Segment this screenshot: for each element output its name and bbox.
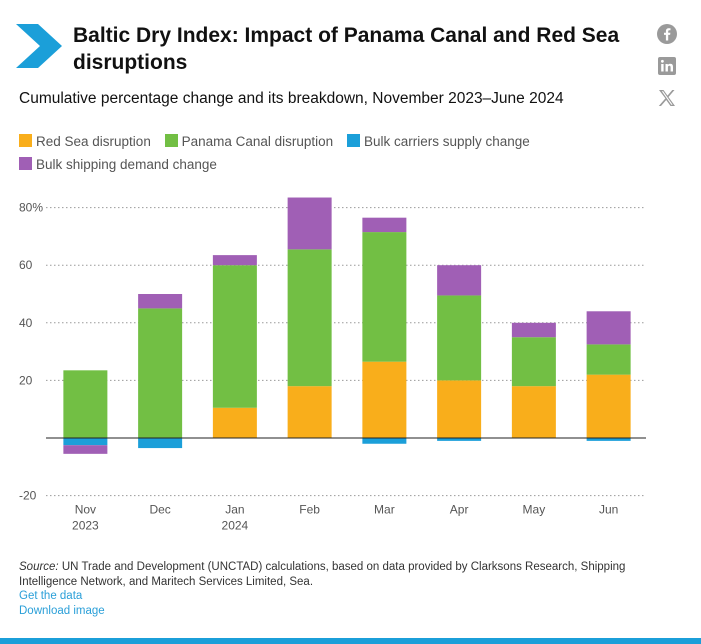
legend-label: Bulk shipping demand change [36,157,217,172]
chart-legend: Red Sea disruption Panama Canal disrupti… [19,130,639,176]
x-tick-label: Apr [450,503,469,517]
legend-label: Panama Canal disruption [181,134,334,149]
bar-segment [138,294,183,309]
bar-segment [362,232,407,362]
legend-item-panama: Panama Canal disruption [164,130,334,153]
bar-segment [287,249,332,387]
bar-segment [362,438,407,444]
legend-item-supply: Bulk carriers supply change [346,130,530,153]
legend-label: Bulk carriers supply change [363,134,530,149]
bar-segment [437,438,482,441]
unctad-chevron-logo [16,24,62,68]
legend-swatch [164,134,178,147]
bar-segment [586,344,631,375]
y-tick-label: 80% [19,201,43,215]
legend-item-demand: Bulk shipping demand change [19,153,217,176]
x-icon[interactable] [655,86,679,110]
x-tick-label: Dec [149,503,170,517]
legend-swatch [346,134,360,147]
bar-segment [63,370,108,438]
bar-segment [511,322,556,338]
page-title: Baltic Dry Index: Impact of Panama Canal… [73,24,620,74]
x-tick-label: Mar [374,503,395,517]
bar-segment [437,380,482,438]
bar-segment [138,438,183,449]
y-tick-label: -20 [19,489,37,503]
bar-segment [63,438,108,446]
x-tick-label: 2024 [222,519,249,533]
chart-subtitle: Cumulative percentage change and its bre… [19,90,564,107]
y-tick-label: 40 [19,316,33,330]
bar-segment [586,438,631,441]
bar-segment [586,374,631,438]
bar-segment [437,265,482,296]
legend-swatch [19,157,32,170]
stacked-bar-chart: 80% 60 40 20 -20 Nov 2023 Dec Jan 2024 Feb Mar Apr Ma… [19,197,646,533]
bar-segment [287,197,332,250]
bar-segment [212,407,257,438]
bar-segment [511,386,556,438]
y-tick-label: 20 [19,373,33,387]
x-tick-label: Feb [299,503,320,517]
bar-segment [212,265,257,408]
legend-swatch [19,134,32,147]
bar-segment [586,311,631,345]
facebook-icon[interactable] [655,22,679,46]
bar-segment [138,308,183,438]
source-text: UN Trade and Development (UNCTAD) calcul… [19,561,626,588]
x-tick-label: May [523,503,546,517]
bar-segment [63,445,108,454]
x-tick-label: Nov [75,503,96,517]
legend-item-red-sea: Red Sea disruption [19,130,151,153]
linkedin-icon[interactable] [655,54,679,78]
bar-segment [362,361,407,438]
bar-segment [362,217,407,233]
y-tick-label: 60 [19,258,33,272]
bar-segment [212,255,257,266]
footer-accent-bar [0,638,701,644]
x-tick-label: 2023 [72,519,99,533]
bar-segment [437,295,482,381]
get-data-link[interactable]: Get the data [19,590,83,602]
source-note: Source: UN Trade and Development (UNCTAD… [19,560,659,590]
x-tick-label: Jun [599,503,618,517]
x-tick-label: Jan [225,503,244,517]
bar-segment [511,337,556,387]
source-prefix: Source: [19,561,59,573]
legend-label: Red Sea disruption [36,134,151,149]
download-image-link[interactable]: Download image [19,605,105,617]
bar-segment [287,386,332,438]
